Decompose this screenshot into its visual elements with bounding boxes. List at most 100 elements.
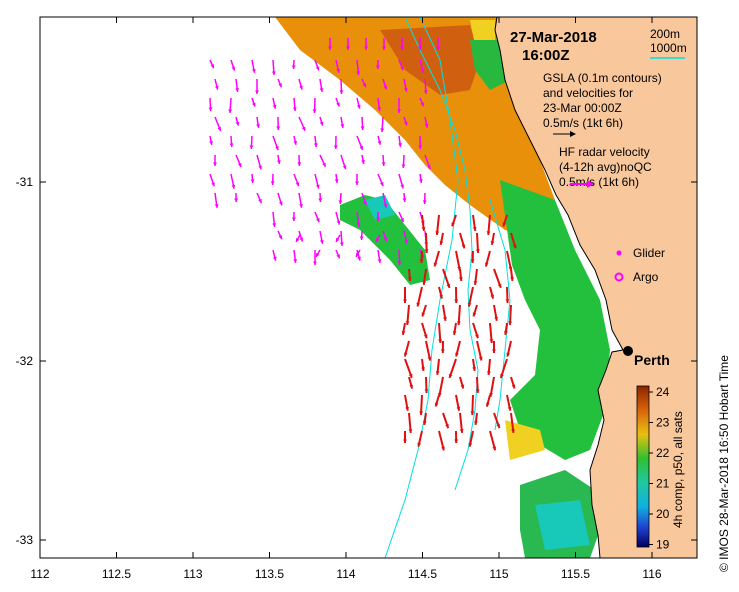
radar-arrow — [298, 192, 303, 208]
radar-arrow — [359, 230, 364, 241]
radar-arrow — [382, 192, 388, 208]
radar-arrow — [213, 155, 217, 166]
gsla-arrow — [442, 304, 447, 321]
gsla-arrow — [422, 268, 427, 285]
radar-arrow — [377, 249, 382, 263]
radar-arrow — [256, 154, 263, 170]
gsla-arrow — [433, 250, 440, 267]
radar-arrow — [356, 211, 361, 227]
radar-arrow — [382, 38, 386, 50]
radar-arrow — [298, 116, 306, 132]
y-tick-label: -33 — [16, 533, 34, 547]
x-tick-label: 112.5 — [102, 567, 131, 581]
radar-arrow — [255, 79, 259, 94]
colorbar — [636, 385, 650, 548]
gsla-arrow — [417, 430, 423, 447]
radar-arrow — [361, 78, 367, 88]
radar-arrow — [209, 59, 215, 69]
gsla-arrow — [403, 287, 407, 303]
gsla-arrow — [438, 286, 443, 299]
radar-arrow — [356, 97, 361, 109]
radar-arrow — [272, 249, 277, 261]
gsla-arrow — [492, 341, 496, 353]
gsla-arrow — [421, 358, 425, 372]
gsla-arrow — [421, 304, 427, 317]
radar-arrow — [377, 97, 382, 111]
gsla-arrow — [408, 412, 413, 434]
radar-arrow — [402, 192, 407, 203]
gsla-arrow — [455, 394, 461, 411]
gsla-arrow — [451, 214, 457, 227]
radar-arrow — [356, 59, 361, 75]
gsla-arrow — [435, 214, 440, 235]
radar-arrow — [291, 59, 296, 70]
gsla-scale-arrow — [553, 131, 576, 137]
radar-arrow — [364, 38, 368, 50]
radar-arrow — [297, 154, 302, 167]
gsla-arrow — [408, 376, 414, 389]
gsla-arrow — [454, 286, 459, 304]
gsla-arrow — [404, 394, 410, 411]
gsla-arrow — [503, 322, 508, 336]
gsla-arrow — [506, 394, 512, 411]
gsla-arrow — [438, 322, 443, 344]
x-tick-label: 112 — [30, 567, 49, 581]
radar-arrow — [235, 154, 242, 168]
gsla-arrow — [452, 322, 457, 336]
radar-arrow — [398, 211, 405, 223]
gsla-arrow — [490, 232, 495, 245]
sst-cool-patch — [365, 195, 395, 220]
radar-line-3: 0.5m/s (1kt 6h) — [559, 175, 639, 189]
radar-arrow — [312, 97, 317, 114]
map-time: 16:00Z — [522, 47, 570, 64]
gsla-arrow — [442, 412, 450, 429]
colorbar-tick-label: 20 — [656, 507, 670, 521]
city-label: Perth — [634, 352, 670, 368]
radar-arrow — [209, 135, 213, 145]
gsla-arrow — [425, 340, 432, 361]
gsla-arrow — [442, 268, 451, 289]
gsla-arrow — [502, 214, 508, 227]
radar-arrow — [249, 135, 254, 150]
map-date: 27-Mar-2018 — [510, 29, 597, 46]
x-axis-ticks: 112 112.5 113 113.5 114 114.5 115 115.5 116 — [30, 17, 662, 581]
radar-line-1: HF radar velocity — [559, 145, 650, 159]
radar-arrow — [277, 78, 283, 88]
radar-arrow — [277, 230, 283, 240]
radar-arrow — [314, 211, 320, 223]
argo-marker-icon — [614, 272, 624, 282]
radar-arrow — [335, 234, 341, 243]
radar-arrow — [314, 59, 320, 71]
gsla-arrow — [454, 430, 459, 444]
gsla-arrow — [476, 340, 483, 361]
radar-arrow — [360, 116, 365, 131]
radar-arrow — [319, 154, 327, 168]
radar-arrow — [328, 38, 332, 50]
gsla-arrow — [484, 250, 491, 267]
radar-arrow — [235, 78, 240, 92]
gsla-arrow — [475, 376, 480, 394]
radar-arrow — [293, 173, 300, 187]
radar-arrow — [424, 154, 431, 170]
gsla-line-3: 23-Mar 00:00Z — [543, 101, 622, 115]
gsla-arrow — [508, 304, 513, 326]
radar-arrow — [346, 38, 350, 50]
colorbar-tick-label: 23 — [656, 416, 670, 430]
gsla-arrow — [493, 268, 502, 289]
gsla-arrow — [403, 431, 407, 443]
y-tick-label: -32 — [16, 354, 34, 368]
radar-arrow — [229, 135, 234, 148]
radar-arrow — [382, 230, 388, 242]
gsla-arrow — [438, 430, 445, 451]
radar-arrow — [403, 230, 409, 244]
radar-arrow — [272, 97, 277, 109]
gsla-arrow — [470, 250, 475, 264]
radar-arrow — [340, 154, 347, 170]
perth-marker-icon — [623, 346, 633, 356]
radar-arrow — [398, 135, 402, 147]
radar-arrow — [313, 135, 318, 148]
radar-arrow — [375, 234, 381, 243]
x-tick-label: 115 — [489, 567, 508, 581]
gsla-line-4: 0.5m/s (1kt 6h) — [543, 116, 623, 130]
gsla-arrow — [470, 394, 475, 416]
